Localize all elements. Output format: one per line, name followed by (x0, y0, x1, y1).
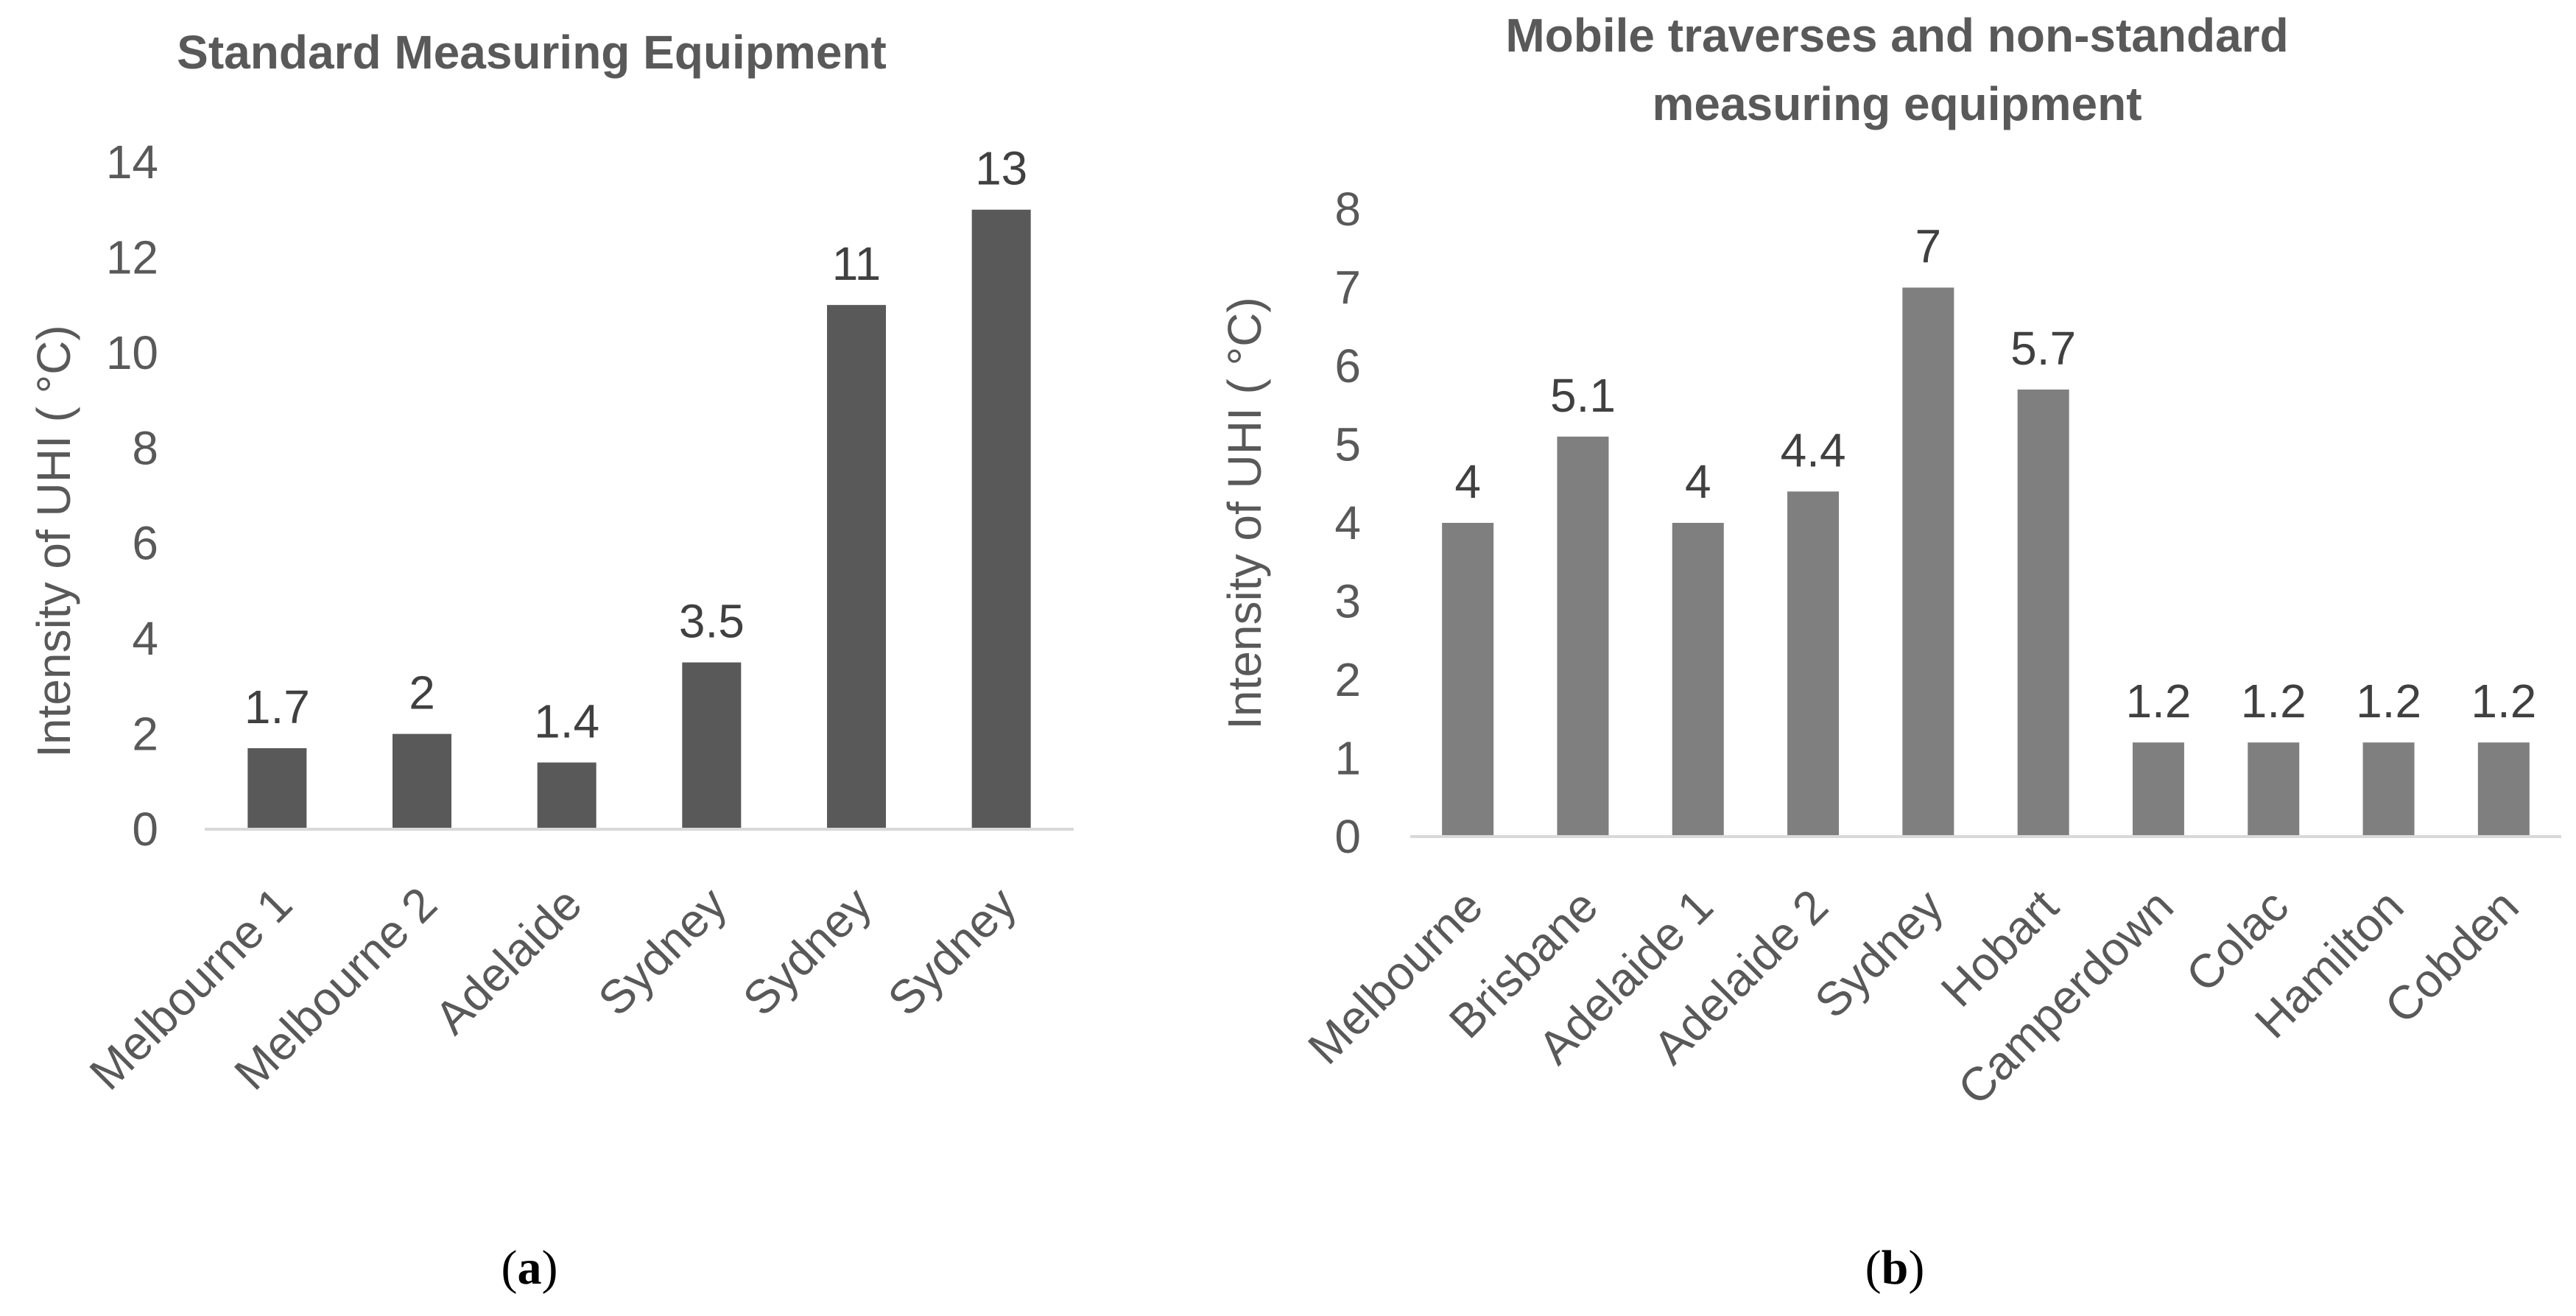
chart-a-y-axis-label: Intensity of UHI ( °C) (27, 325, 80, 758)
chart-a-data-label: 3.5 (679, 595, 745, 648)
chart-b-data-label: 4 (1685, 455, 1711, 508)
chart-b-bar (1672, 523, 1724, 837)
chart-a-bar (393, 733, 451, 829)
chart-a-y-tick: 0 (132, 803, 158, 856)
chart-b-y-tick: 4 (1334, 496, 1361, 549)
chart-a-data-label: 2 (409, 666, 435, 719)
chart-a-y-ticks: 0 2 4 6 8 10 12 14 (106, 136, 158, 856)
chart-b-bar (2132, 742, 2184, 837)
chart-b-data-label: 5.7 (2010, 322, 2076, 375)
chart-b-bar (1787, 491, 1840, 837)
chart-a-y-tick: 2 (132, 708, 158, 761)
chart-b-data-label: 5.1 (1550, 369, 1616, 422)
chart-a-y-tick: 6 (132, 517, 158, 570)
chart-a-data-label: 1.7 (244, 680, 310, 733)
chart-b-y-tick: 3 (1334, 575, 1361, 628)
chart-b-category-label: Melbourne (1298, 879, 1493, 1074)
chart-b-bar (1557, 436, 1609, 837)
chart-b-data-label: 7 (1915, 220, 1942, 273)
panel-label-b-letter: b (1882, 1241, 1909, 1295)
panel-label-a: (a) (502, 1241, 558, 1295)
chart-a: Standard Measuring Equipment Intensity o… (27, 26, 1074, 1295)
chart-b-y-tick: 1 (1334, 732, 1361, 785)
chart-a-bar (247, 747, 307, 829)
chart-b-y-tick: 5 (1334, 418, 1361, 471)
chart-a-bar (682, 662, 742, 829)
chart-b-data-label: 4 (1454, 455, 1481, 508)
chart-b-bar (2477, 742, 2530, 837)
chart-a-bar (827, 305, 886, 830)
chart-b-data-label: 1.2 (2241, 675, 2306, 728)
chart-b-y-tick: 0 (1334, 810, 1361, 863)
chart-b-bars (1442, 287, 2530, 837)
chart-b-data-labels: 4 5.1 4 4.4 7 5.7 1.2 1.2 1.2 1.2 (1454, 220, 2536, 728)
panel-label-b: (b) (1865, 1241, 1925, 1295)
chart-a-category-label: Adelaide (425, 877, 592, 1044)
chart-a-title: Standard Measuring Equipment (177, 26, 887, 79)
chart-b-data-label: 1.2 (2356, 675, 2421, 728)
chart-b-data-label: 1.2 (2471, 675, 2536, 728)
chart-b-title-line-2: measuring equipment (1653, 77, 2142, 130)
chart-b: Mobile traverses and non-standard measur… (1218, 9, 2561, 1295)
chart-b-y-tick: 8 (1334, 183, 1361, 236)
chart-a-category-label: Sydney (733, 877, 881, 1026)
chart-b-data-label: 4.4 (1781, 423, 1846, 476)
chart-b-data-label: 1.2 (2125, 675, 2191, 728)
chart-a-data-label: 11 (832, 237, 881, 290)
chart-a-data-label: 13 (975, 142, 1027, 195)
chart-b-y-ticks: 0 1 2 3 4 5 6 7 8 (1334, 183, 1361, 863)
chart-b-bar (2017, 389, 2069, 837)
panel-label-a-letter: a (518, 1241, 542, 1295)
chart-a-data-label: 1.4 (534, 694, 599, 747)
chart-a-bar (537, 762, 597, 829)
chart-a-y-tick: 14 (106, 136, 158, 189)
chart-b-bar (1442, 523, 1494, 837)
chart-a-y-tick: 4 (132, 612, 158, 665)
chart-a-category-label: Sydney (878, 877, 1027, 1026)
chart-a-bar (971, 209, 1031, 829)
chart-a-bars (247, 209, 1031, 830)
chart-a-y-tick: 12 (106, 231, 158, 284)
chart-b-bar (2248, 742, 2300, 837)
chart-b-bar (1902, 287, 1954, 837)
chart-a-y-tick: 8 (132, 421, 158, 474)
chart-b-category-label: Sydney (1804, 879, 1953, 1028)
chart-b-bar (2362, 742, 2415, 837)
chart-a-category-label: Sydney (588, 877, 736, 1026)
chart-b-y-tick: 7 (1334, 261, 1361, 314)
chart-a-y-tick: 10 (106, 326, 158, 379)
chart-a-data-labels: 1.7 2 1.4 3.5 11 13 (244, 142, 1027, 748)
chart-b-title-line-1: Mobile traverses and non-standard (1505, 9, 2288, 62)
chart-b-y-tick: 6 (1334, 339, 1361, 393)
chart-b-y-axis-label: Intensity of UHI ( °C) (1218, 297, 1271, 730)
chart-b-y-tick: 2 (1334, 653, 1361, 706)
